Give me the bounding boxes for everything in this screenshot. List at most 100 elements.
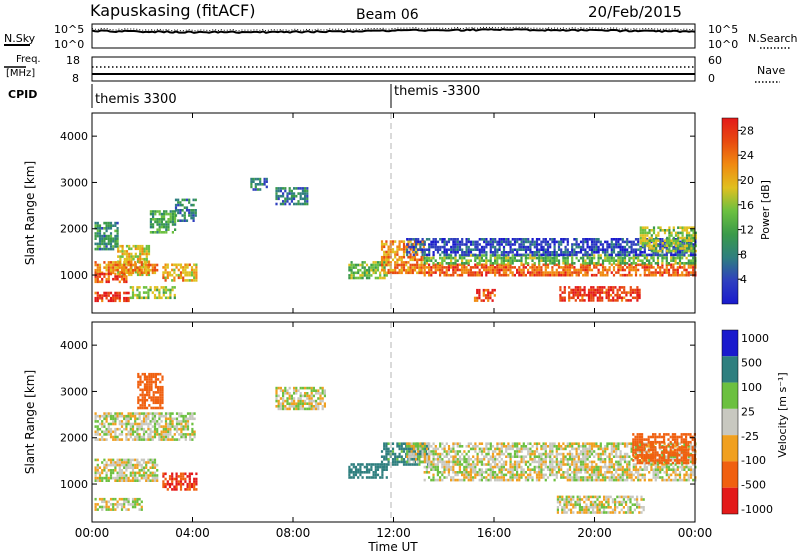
cell-band-11 bbox=[465, 268, 468, 272]
cell-band-12 bbox=[665, 262, 668, 265]
cell-band-1 bbox=[131, 469, 135, 472]
cell-band-14 bbox=[672, 239, 675, 242]
cell-band-17 bbox=[256, 188, 260, 191]
cell-band-9 bbox=[357, 276, 360, 280]
cell-band-13 bbox=[582, 240, 585, 244]
cell-band-10 bbox=[409, 240, 412, 243]
cell-band-12 bbox=[511, 259, 514, 262]
noise-panel: N.Sky 10^5 10^0 10^5 10^0 N.Search bbox=[4, 23, 798, 51]
cell-band-18 bbox=[290, 189, 293, 193]
cell-band-0 bbox=[175, 412, 179, 415]
cell-band-12 bbox=[562, 259, 565, 262]
cell-band-18 bbox=[277, 189, 280, 193]
cell-band-6 bbox=[398, 445, 401, 448]
cell-band-7 bbox=[685, 473, 688, 477]
cell-band-13 bbox=[678, 240, 682, 244]
cell-band-7 bbox=[659, 468, 662, 471]
cell-band-7 bbox=[511, 463, 514, 466]
cell-band-7 bbox=[496, 463, 499, 466]
cell-band-7 bbox=[485, 463, 488, 466]
cell-band-10 bbox=[420, 261, 423, 264]
cell-band-8 bbox=[562, 458, 565, 461]
cell-band-13 bbox=[443, 245, 446, 249]
cell-band-10 bbox=[396, 261, 399, 264]
noise-right-tick-bottom: 10^0 bbox=[708, 38, 738, 51]
cell-band-14 bbox=[694, 244, 697, 248]
cell-band-0 bbox=[103, 417, 106, 421]
cell-band-12 bbox=[496, 259, 499, 262]
cell-band-6 bbox=[398, 452, 401, 456]
cell-band-3 bbox=[109, 508, 113, 511]
cell-band-4 bbox=[159, 388, 162, 392]
cell-band-6 bbox=[411, 463, 414, 466]
cell-band-0 bbox=[145, 417, 148, 421]
cell-band-12 bbox=[608, 256, 611, 260]
cell-band-3 bbox=[94, 505, 97, 509]
cell-band-3 bbox=[194, 214, 197, 217]
cell-band-1 bbox=[127, 463, 130, 467]
cell-band-1 bbox=[136, 255, 140, 258]
cell-band-14 bbox=[692, 231, 695, 235]
cell-band-18 bbox=[279, 189, 282, 193]
cell-band-8 bbox=[465, 445, 468, 448]
cell-band-0 bbox=[112, 420, 115, 423]
cell-band-15 bbox=[605, 293, 608, 297]
cell-band-8 bbox=[560, 460, 563, 464]
cell-band-8 bbox=[566, 460, 569, 464]
cell-band-11 bbox=[643, 263, 646, 267]
cell-band-3 bbox=[134, 503, 137, 506]
cell-band-1 bbox=[128, 244, 131, 248]
cell-band-11 bbox=[443, 266, 446, 269]
cell-band-4 bbox=[118, 263, 121, 267]
cell-band-0 bbox=[109, 414, 113, 418]
cell-band-11 bbox=[520, 271, 523, 274]
cell-band-11 bbox=[555, 268, 558, 272]
cell-band-6 bbox=[405, 447, 408, 451]
cell-band-7 bbox=[522, 473, 525, 477]
cell-band-8 bbox=[568, 452, 572, 456]
cell-band-13 bbox=[494, 253, 497, 257]
cell-band-13 bbox=[410, 238, 413, 241]
cell-band-12 bbox=[648, 259, 651, 262]
cell-band-7 bbox=[650, 463, 653, 466]
cell-band-13 bbox=[608, 243, 611, 246]
cell-band-13 bbox=[617, 251, 620, 254]
cell-band-11 bbox=[568, 268, 572, 272]
cell-band-13 bbox=[639, 251, 642, 254]
cell-band-0 bbox=[120, 422, 124, 426]
cell-band-0 bbox=[109, 433, 113, 436]
cell-band-11 bbox=[485, 268, 488, 272]
cell-band-2 bbox=[179, 482, 183, 486]
cell-band-15 bbox=[583, 286, 586, 289]
cell-band-4 bbox=[143, 398, 146, 402]
cell-band-13 bbox=[522, 253, 525, 257]
cell-band-12 bbox=[672, 256, 675, 260]
cell-band-13 bbox=[560, 243, 563, 246]
cell-band-4 bbox=[150, 406, 153, 410]
cell-band-13 bbox=[566, 238, 569, 241]
cell-band-11 bbox=[461, 263, 464, 267]
cell-band-8 bbox=[551, 442, 554, 445]
cell-band-8 bbox=[423, 450, 426, 453]
cell-band-7 bbox=[491, 476, 494, 479]
cell-band-7 bbox=[557, 468, 561, 471]
cell-band-17 bbox=[263, 180, 266, 183]
cell-band-0 bbox=[120, 414, 124, 418]
cell-band-11 bbox=[573, 268, 576, 272]
cell-band-7 bbox=[615, 478, 618, 482]
cell-band-2 bbox=[177, 482, 180, 486]
cell-band-13 bbox=[599, 248, 602, 251]
cell-band-8 bbox=[522, 442, 525, 445]
cell-band-11 bbox=[456, 266, 459, 269]
cell-band-8 bbox=[562, 455, 565, 458]
cell-band-8 bbox=[557, 460, 561, 464]
cell-band-13 bbox=[498, 248, 501, 251]
cell-band-1 bbox=[96, 476, 99, 480]
cell-band-6 bbox=[416, 463, 419, 466]
cell-band-7 bbox=[593, 478, 596, 482]
cell-band-10 bbox=[402, 242, 406, 246]
cell-band-11 bbox=[535, 273, 539, 277]
cell-band-13 bbox=[610, 243, 613, 246]
cell-band-8 bbox=[516, 442, 519, 445]
cell-band-11 bbox=[531, 263, 534, 267]
